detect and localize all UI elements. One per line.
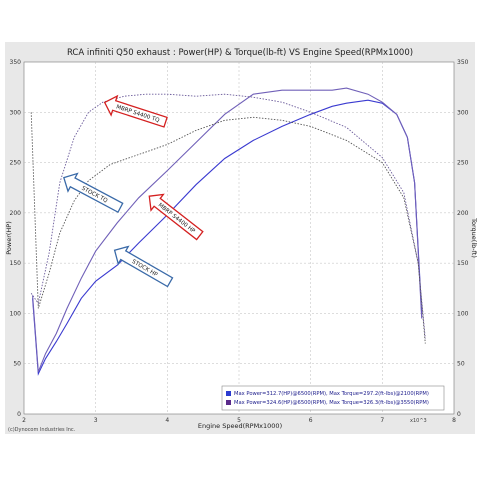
series-mbrp-hp [32, 87, 423, 373]
copyright-text: (c)Dynocom Industries Inc. [8, 427, 76, 433]
legend-swatch [226, 400, 231, 405]
x-tick-label: 7 [380, 417, 384, 424]
x-tick-label: 6 [309, 417, 313, 424]
y-tick-label-left: 350 [10, 59, 22, 66]
annotation-arrow-shape [63, 172, 124, 214]
x-multiplier-label: x10^3 [410, 418, 427, 424]
y-axis-left-label: Power(HP) [5, 221, 13, 255]
y-tick-label-right: 100 [457, 310, 469, 317]
x-tick-label: 4 [165, 417, 169, 424]
annotation-arrow-shape [113, 245, 174, 288]
x-tick-label: 5 [237, 417, 241, 424]
chart-title: RCA infiniti Q50 exhaust : Power(HP) & T… [67, 48, 413, 58]
x-axis-label: Engine Speed(RPMx1000) [198, 422, 282, 430]
grid-lines [24, 62, 454, 414]
y-tick-label-left: 200 [10, 210, 22, 217]
x-tick-label: 8 [452, 417, 456, 424]
annotation-arrow-shape [148, 193, 204, 241]
legend-swatch [226, 391, 231, 396]
series-lines [30, 87, 426, 376]
x-tick-label: 2 [22, 417, 26, 424]
series-stock-tq [30, 112, 426, 344]
x-tick-label: 3 [94, 417, 98, 424]
legend-entry-text: Max Power=312.7(HP)@6500(RPM), Max Torqu… [234, 391, 429, 397]
y-tick-label-left: 250 [10, 160, 22, 167]
y-tick-label-right: 150 [457, 260, 469, 267]
y-tick-label-left: 50 [13, 361, 21, 368]
y-tick-label-left: 150 [10, 260, 22, 267]
y-tick-label-right: 250 [457, 160, 469, 167]
y-tick-label-right: 200 [457, 210, 469, 217]
y-tick-label-left: 0 [17, 411, 21, 418]
y-tick-label-right: 50 [457, 361, 465, 368]
legend: Max Power=312.7(HP)@6500(RPM), Max Torqu… [221, 385, 445, 411]
y-tick-label-right: 350 [457, 59, 469, 66]
y-tick-label-left: 100 [10, 310, 22, 317]
y-tick-label-left: 300 [10, 109, 22, 116]
y-tick-label-right: 0 [457, 411, 461, 418]
y-tick-label-right: 300 [457, 109, 469, 116]
annotation-arrow-shape [103, 94, 168, 128]
legend-box [221, 385, 445, 411]
y-axis-right-label: Torque(lb-ft) [470, 217, 478, 258]
legend-entry-text: Max Power=324.6(HP)@6500(RPM), Max Torqu… [234, 400, 429, 406]
